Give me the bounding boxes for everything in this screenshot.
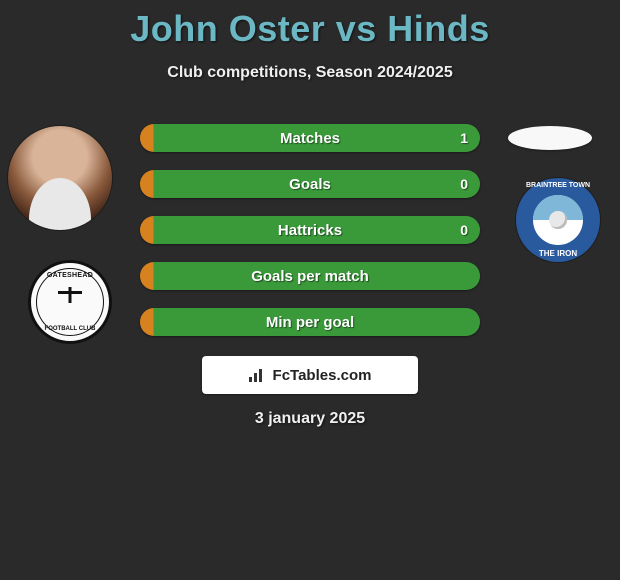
player-right-club-badge: BRAINTREE TOWN 1898 THE IRON [516,178,600,262]
stat-bar: Matches 1 [140,124,480,152]
stat-bar: Hattricks 0 [140,216,480,244]
stat-label: Goals [289,176,331,193]
stat-label: Goals per match [251,268,369,285]
page-subtitle: Club competitions, Season 2024/2025 [0,64,620,82]
club-left-subtext: FOOTBALL CLUB [37,326,103,332]
branding-text: FcTables.com [273,367,372,384]
stat-bar: Min per goal [140,308,480,336]
angel-icon [57,287,83,313]
stat-bar: Goals per match [140,262,480,290]
stat-label: Matches [280,130,340,147]
stat-bar: Goals 0 [140,170,480,198]
stat-value: 1 [460,130,468,146]
club-left-name: GATESHEAD [37,272,103,279]
player-right-avatar [508,126,592,150]
stat-value: 0 [460,176,468,192]
stat-label: Min per goal [266,314,354,331]
page-title: John Oster vs Hinds [0,0,620,50]
footer-date: 3 january 2025 [0,410,620,428]
player-left-club-badge: GATESHEAD FOOTBALL CLUB [28,260,112,344]
club-right-name: BRAINTREE TOWN [516,182,600,189]
branding-badge: FcTables.com [202,356,418,394]
club-right-subtext: THE IRON [516,249,600,258]
stats-bars: Matches 1 Goals 0 Hattricks 0 Goals per … [140,124,480,354]
bar-chart-icon [249,368,267,382]
player-left-avatar [8,126,112,230]
stat-label: Hattricks [278,222,342,239]
stat-value: 0 [460,222,468,238]
club-right-year: 1898 [516,232,600,242]
